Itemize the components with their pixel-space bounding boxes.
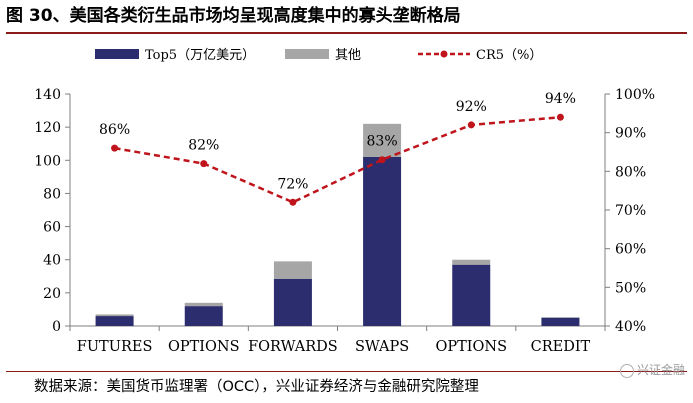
y-right-tick-label: 90% — [615, 126, 646, 142]
y-right-tick-label: 50% — [615, 280, 646, 296]
watermark-text: 兴证金融 — [636, 363, 685, 377]
x-tick-label: OPTIONS — [435, 339, 507, 355]
y-right-tick-label: 80% — [615, 164, 646, 180]
x-tick-label: SWAPS — [355, 339, 409, 355]
y-left-tick-label: 60 — [43, 220, 61, 236]
y-left-tick-label: 40 — [43, 253, 61, 269]
bar-other — [363, 123, 402, 157]
y-left-tick-label: 120 — [34, 120, 61, 136]
bar-top5 — [95, 316, 134, 326]
source-rule — [6, 371, 687, 372]
bar-other — [184, 302, 223, 307]
cr5-data-label: 92% — [456, 99, 487, 115]
legend-swatch-other — [285, 49, 329, 59]
y-left-tick-label: 20 — [43, 286, 61, 302]
bar-top5 — [363, 156, 402, 326]
cr5-point — [467, 121, 475, 129]
cr5-point — [200, 160, 208, 168]
x-tick-label: FUTURES — [77, 339, 153, 355]
bar-other — [452, 259, 491, 265]
y-right-tick-label: 60% — [615, 242, 646, 258]
cr5-data-label: 94% — [545, 91, 576, 107]
watermark-logo-icon — [619, 363, 634, 378]
title-rule — [6, 32, 687, 34]
bar-top5 — [541, 317, 580, 326]
y-right-tick-label: 100% — [615, 87, 655, 103]
legend-swatch-top5 — [95, 49, 139, 59]
axes: 0 20 40 60 80 100 120 140 40% 50% 60% 70% 80% 90% 100%… — [34, 87, 655, 355]
source-note: 数据来源：美国货币监理署（OCC），兴业证券经济与金融研究院整理 — [34, 379, 479, 395]
y-right-tick-label: 70% — [615, 203, 646, 219]
x-tick-label: CREDIT — [531, 339, 591, 355]
y-right-tick-label: 40% — [615, 319, 646, 335]
bar-top5 — [273, 278, 312, 326]
watermark: 兴证金融 — [619, 361, 685, 378]
cr5-line: 86% 82% 72% 83% 92% 94% — [99, 91, 576, 206]
bar-top5 — [452, 264, 491, 326]
bar-top5 — [184, 306, 223, 326]
bars — [95, 123, 580, 326]
bar-other — [95, 314, 134, 317]
legend: Top5（万亿美元） 其他 CR5（%） — [95, 48, 542, 63]
y-left-tick-label: 80 — [43, 186, 61, 202]
bar-other — [273, 261, 312, 279]
y-left-tick-label: 100 — [34, 153, 61, 169]
figure-title: 图 30、美国各类衍生品市场均呈现高度集中的寡头垄断格局 — [6, 6, 461, 26]
cr5-data-label: 86% — [99, 122, 130, 138]
cr5-data-label: 83% — [367, 134, 398, 150]
legend-label-cr5: CR5（%） — [476, 48, 542, 63]
x-tick-label: FORWARDS — [248, 339, 338, 355]
legend-label-other: 其他 — [335, 48, 361, 63]
cr5-data-label: 72% — [277, 176, 308, 192]
x-tick-label: OPTIONS — [168, 339, 240, 355]
cr5-point — [378, 156, 386, 164]
legend-marker-cr5 — [440, 50, 448, 58]
cr5-point — [289, 198, 297, 206]
cr5-data-label: 82% — [188, 138, 219, 154]
cr5-point — [556, 113, 564, 121]
cr5-point — [111, 144, 119, 152]
cr5-line-path — [114, 115, 561, 204]
legend-label-top5: Top5（万亿美元） — [145, 48, 255, 63]
y-left-tick-label: 0 — [52, 319, 61, 335]
y-left-tick-label: 140 — [34, 87, 61, 103]
